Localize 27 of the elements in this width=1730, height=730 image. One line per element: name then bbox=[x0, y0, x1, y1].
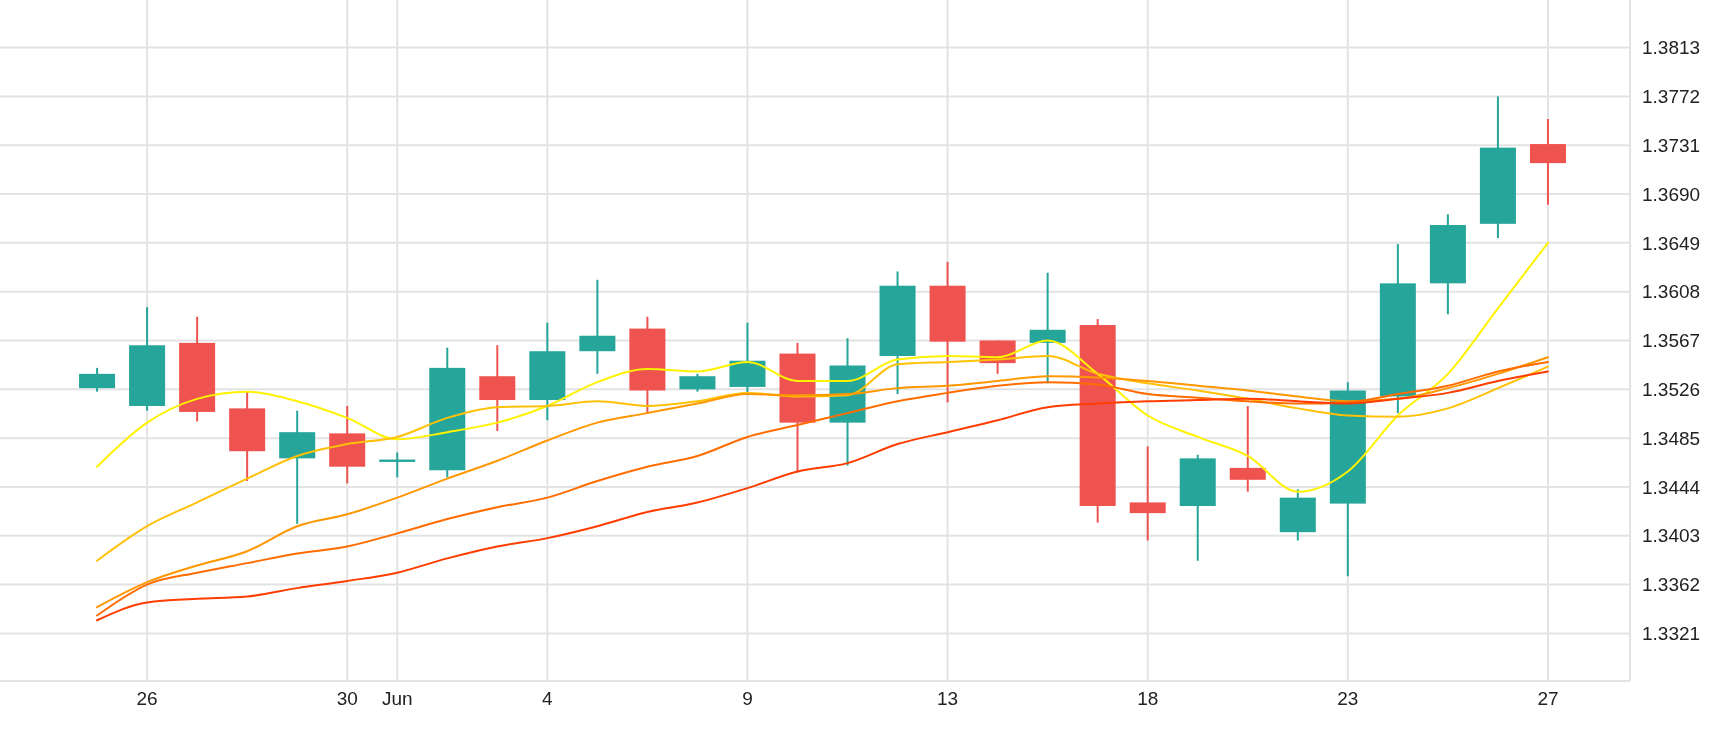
y-tick-label: 1.3362 bbox=[1642, 574, 1701, 596]
y-tick-label: 1.3403 bbox=[1642, 525, 1701, 547]
y-tick-label: 1.3567 bbox=[1642, 330, 1701, 352]
x-tick-label: 27 bbox=[1537, 688, 1559, 709]
y-tick-label: 1.3526 bbox=[1642, 378, 1701, 400]
y-tick-label: 1.3772 bbox=[1642, 86, 1701, 108]
x-tick-label: 18 bbox=[1137, 688, 1159, 709]
x-tick-label: 13 bbox=[937, 688, 959, 709]
y-tick-label: 1.3690 bbox=[1642, 183, 1701, 205]
x-tick-label: Jun bbox=[381, 688, 413, 709]
candlestick bbox=[579, 278, 616, 375]
x-tick-label: 23 bbox=[1337, 688, 1359, 709]
y-tick-label: 1.3813 bbox=[1642, 37, 1701, 59]
line-series bbox=[96, 354, 1549, 562]
candlestick bbox=[1229, 404, 1266, 493]
y-tick-label: 1.3649 bbox=[1642, 232, 1701, 254]
y-tick-label: 1.3608 bbox=[1642, 281, 1701, 303]
x-tick-label: 4 bbox=[542, 688, 554, 709]
y-tick-label: 1.3731 bbox=[1642, 134, 1701, 156]
y-tick-label: 1.3485 bbox=[1642, 427, 1701, 449]
x-tick-label: 26 bbox=[136, 688, 158, 709]
y-tick-label: 1.3321 bbox=[1642, 623, 1701, 645]
x-tick-label: 9 bbox=[742, 688, 753, 709]
candlestick bbox=[1129, 445, 1166, 542]
x-tick-label: 30 bbox=[336, 688, 358, 709]
y-tick-label: 1.3444 bbox=[1642, 476, 1701, 498]
line-series bbox=[96, 241, 1549, 493]
